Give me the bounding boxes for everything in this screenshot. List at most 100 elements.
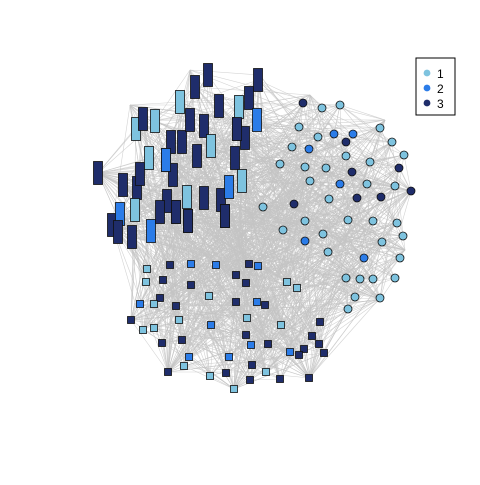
edge <box>189 69 210 297</box>
edge <box>265 222 398 373</box>
node-circle <box>313 132 323 142</box>
edge <box>175 211 381 301</box>
edge <box>97 172 411 191</box>
node-square <box>185 353 193 361</box>
edge <box>256 107 323 121</box>
node-square <box>246 376 254 384</box>
edge <box>352 133 405 156</box>
node-rectangle <box>175 90 185 114</box>
node-rectangle <box>206 134 216 158</box>
edge <box>130 299 381 321</box>
edge <box>235 167 400 303</box>
edge <box>170 141 320 345</box>
edge <box>167 241 383 373</box>
legend: 1 2 3 <box>415 57 456 116</box>
node-rectangle <box>199 114 209 138</box>
node-square <box>277 321 285 329</box>
legend-swatch-2 <box>423 84 431 92</box>
node-circle <box>300 236 310 246</box>
edge <box>296 196 382 289</box>
edge <box>129 97 250 106</box>
node-square <box>127 316 135 324</box>
edge <box>111 224 169 373</box>
edge <box>186 196 250 265</box>
edge <box>170 141 250 265</box>
node-square <box>156 294 164 302</box>
node-circle <box>298 98 308 108</box>
node-circle <box>321 163 331 173</box>
node-circle <box>394 163 404 173</box>
node-square <box>283 278 291 286</box>
edge <box>209 375 235 390</box>
legend-label-3: 3 <box>437 97 444 111</box>
edge <box>250 183 341 346</box>
edge <box>224 94 311 217</box>
node-square <box>205 292 213 300</box>
edge <box>345 155 349 221</box>
edge <box>282 94 311 231</box>
edge <box>267 297 381 345</box>
edge <box>235 274 347 279</box>
node-rectangle <box>130 198 140 222</box>
edge <box>339 104 411 191</box>
edge <box>208 295 237 303</box>
node-square <box>242 279 250 287</box>
edge <box>220 199 329 253</box>
edge <box>187 220 298 289</box>
node-square <box>253 298 261 306</box>
node-circle <box>398 231 408 241</box>
node-square <box>212 261 220 269</box>
node-square <box>164 368 172 376</box>
edge <box>380 196 398 224</box>
node-rectangle <box>183 209 193 233</box>
edge <box>309 94 411 191</box>
edge <box>167 86 196 373</box>
edge <box>235 185 396 276</box>
edge <box>291 146 396 187</box>
node-square <box>232 298 240 306</box>
edge <box>319 141 393 323</box>
node-square <box>286 348 294 356</box>
node-layer <box>93 63 416 393</box>
node-circle <box>395 253 405 263</box>
node-square <box>206 372 214 380</box>
node-square <box>158 339 166 347</box>
legend-label-1: 1 <box>437 67 444 81</box>
node-circle <box>287 142 297 152</box>
node-rectangle <box>155 200 165 224</box>
node-circle <box>392 218 402 228</box>
edge <box>153 327 300 356</box>
node-rectangle <box>150 109 160 133</box>
node-circle <box>324 194 334 204</box>
node-circle <box>362 179 372 189</box>
node-square <box>305 374 313 382</box>
edge <box>224 215 267 373</box>
edge <box>203 197 298 289</box>
node-circle <box>377 237 387 247</box>
edge <box>347 167 400 310</box>
edge <box>244 137 247 284</box>
edge <box>187 220 329 253</box>
node-circle <box>300 216 310 226</box>
edge <box>130 282 247 321</box>
node-rectangle <box>127 225 137 249</box>
edge <box>403 154 412 192</box>
edge <box>167 119 386 373</box>
node-circle <box>343 304 353 314</box>
edge <box>122 184 237 276</box>
node-square <box>222 369 230 377</box>
edge <box>333 104 341 135</box>
node-rectangle <box>168 163 178 187</box>
edge <box>233 222 398 390</box>
edge <box>308 297 381 379</box>
node-square <box>242 331 250 339</box>
node-rectangle <box>177 130 187 154</box>
edge <box>381 167 400 243</box>
node-rectangle <box>220 204 230 228</box>
edge <box>308 257 401 379</box>
node-rectangle <box>214 94 224 118</box>
edge <box>148 157 371 163</box>
edge <box>372 257 401 280</box>
edge <box>139 303 251 381</box>
